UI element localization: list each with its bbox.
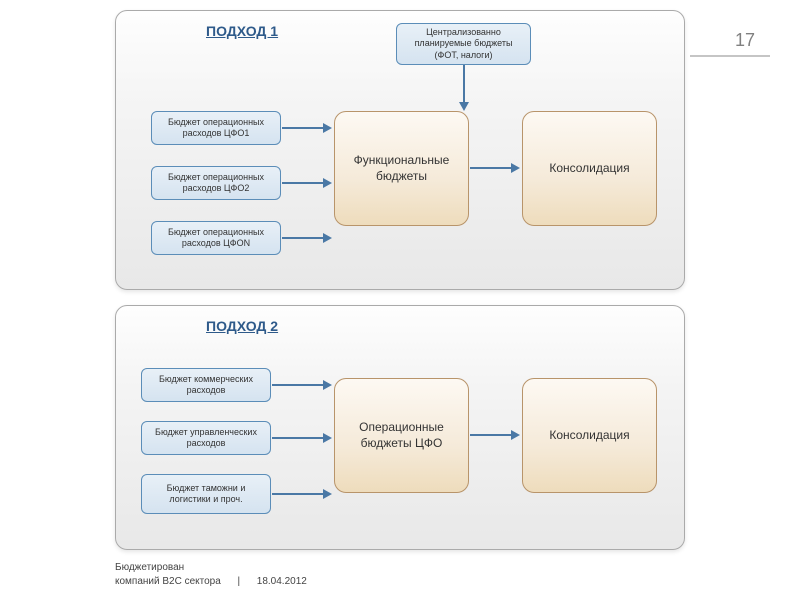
opex-cfon-box: Бюджет операционных расходов ЦФОN (151, 221, 281, 255)
approach-2-panel: ПОДХОД 2 Бюджет коммерческих расходов Бю… (115, 305, 685, 550)
arrow-left1-to-mid-p2 (272, 384, 324, 386)
page-number: 17 (735, 30, 755, 51)
arrow-left1-to-mid (282, 127, 324, 129)
consolidation-box-1: Консолидация (522, 111, 657, 226)
arrow-left2-to-mid (282, 182, 324, 184)
opex-cfo2-box: Бюджет операционных расходов ЦФО2 (151, 166, 281, 200)
footer-text: Бюджетирован компаний B2C сектора | 18.0… (115, 561, 307, 588)
page-number-divider (690, 55, 770, 57)
footer-sep: | (237, 576, 240, 587)
arrow-mid-to-right-p2 (470, 434, 512, 436)
operational-budgets-cfo-box: Операционные бюджеты ЦФО (334, 378, 469, 493)
footer-date: 18.04.2012 (257, 576, 307, 587)
approach-1-title: ПОДХОД 1 (206, 23, 278, 39)
arrow-left2-to-mid-p2 (272, 437, 324, 439)
management-budget-box: Бюджет управленческих расходов (141, 421, 271, 455)
approach-2-title: ПОДХОД 2 (206, 318, 278, 334)
commercial-budget-box: Бюджет коммерческих расходов (141, 368, 271, 402)
customs-logistics-box: Бюджет таможни и логистики и проч. (141, 474, 271, 514)
arrow-left3-to-mid (282, 237, 324, 239)
opex-cfo1-box: Бюджет операционных расходов ЦФО1 (151, 111, 281, 145)
arrow-left3-to-mid-p2 (272, 493, 324, 495)
consolidation-box-2: Консолидация (522, 378, 657, 493)
arrow-mid-to-right (470, 167, 512, 169)
centralized-budgets-box: Централизованно планируемые бюджеты (ФОТ… (396, 23, 531, 65)
approach-1-panel: ПОДХОД 1 Централизованно планируемые бюд… (115, 10, 685, 290)
footer-line2: компаний B2C сектора (115, 576, 221, 587)
arrow-top-to-mid (463, 65, 465, 103)
footer-line1: Бюджетирован (115, 562, 184, 573)
functional-budgets-box: Функциональные бюджеты (334, 111, 469, 226)
